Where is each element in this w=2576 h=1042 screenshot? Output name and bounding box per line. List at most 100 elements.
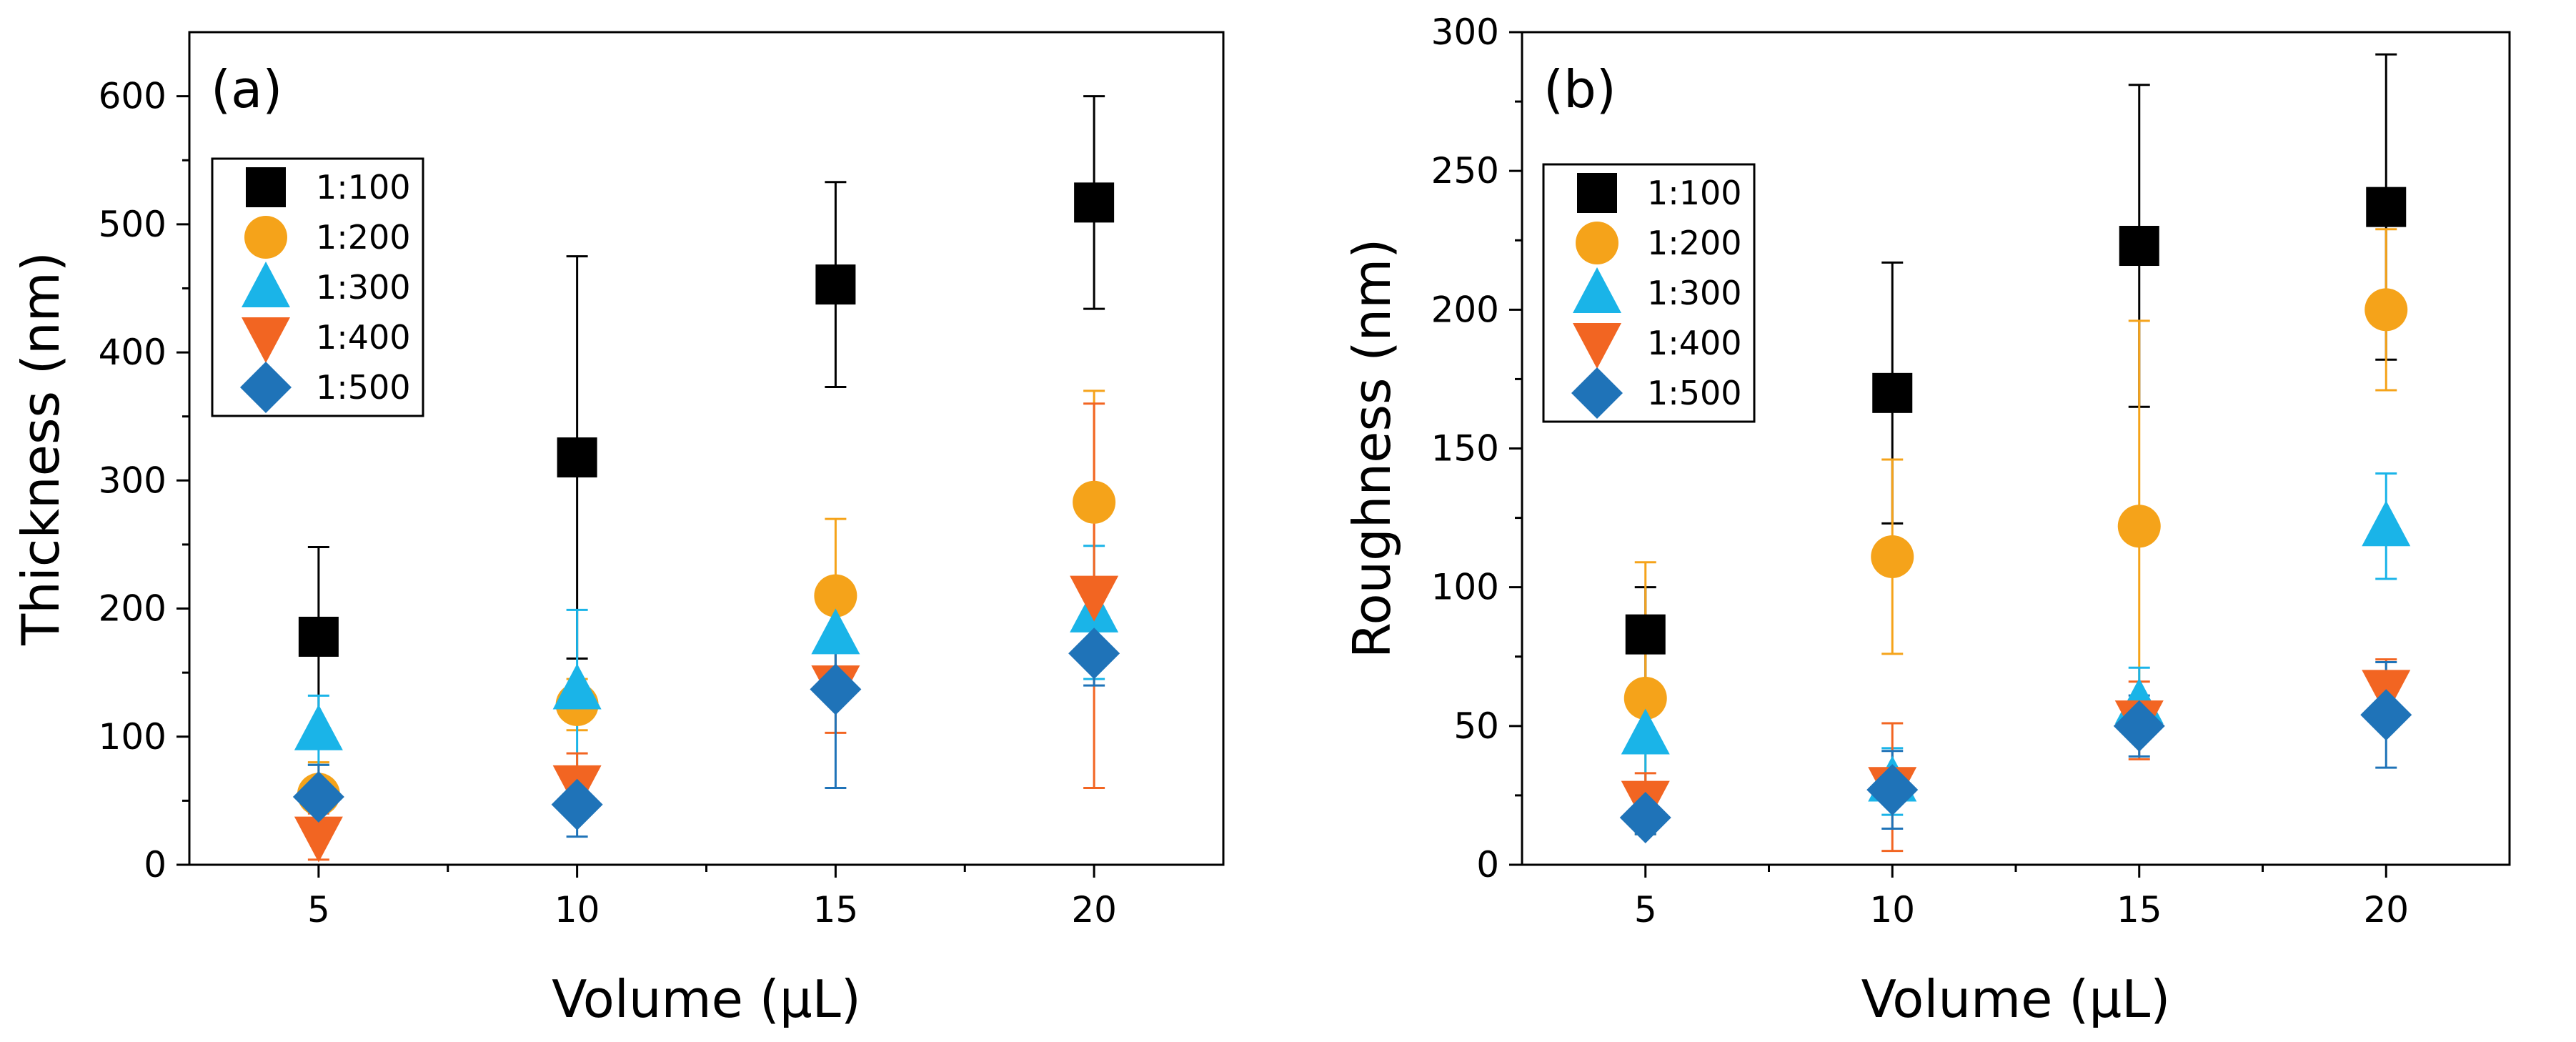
y-tick-label: 400 <box>99 332 166 373</box>
y-tick-label: 300 <box>99 460 166 501</box>
data-point <box>1619 791 1671 843</box>
data-point <box>1625 614 1666 655</box>
x-tick-label: 15 <box>2117 889 2162 931</box>
y-tick-label: 500 <box>99 204 166 245</box>
data-point <box>294 816 343 863</box>
x-axis-title: Volume (μL) <box>1861 969 2171 1029</box>
data-point <box>1866 764 1919 816</box>
x-tick-label: 20 <box>2363 889 2409 931</box>
legend: 1:100 1:200 1:300 1:400 1:500 <box>211 157 424 417</box>
x-tick-label: 10 <box>1869 889 1915 931</box>
series-markers-1:200 <box>297 480 1116 816</box>
x-tick-label: 20 <box>1071 889 1117 931</box>
y-tick-label: 50 <box>1453 705 1499 747</box>
series-1:500 <box>307 589 1105 838</box>
y-tick-label: 150 <box>1431 428 1499 470</box>
legend-label: 1:300 <box>1647 274 1742 312</box>
data-point <box>551 778 603 830</box>
data-point <box>815 264 856 305</box>
data-point <box>810 663 862 715</box>
series-markers-1:500 <box>292 627 1120 830</box>
series-markers-1:100 <box>1625 187 2407 655</box>
legend-marker <box>1576 222 1618 264</box>
series-1:100 <box>307 95 1105 728</box>
y-tick-label: 200 <box>1431 289 1499 330</box>
data-point <box>2117 505 2161 548</box>
y-axis-title: Roughness (nm) <box>1342 239 1402 659</box>
y-tick-label: 600 <box>99 76 166 117</box>
legend-label: 1:300 <box>316 268 411 307</box>
data-point <box>1621 708 1670 755</box>
y-tick-label: 300 <box>1431 11 1499 53</box>
y-tick-label: 0 <box>1476 844 1499 885</box>
legend-label: 1:200 <box>316 218 411 257</box>
data-point <box>2366 187 2407 227</box>
data-point <box>298 616 339 657</box>
x-axis-title: Volume (μL) <box>552 969 861 1029</box>
y-tick-label: 0 <box>144 844 166 885</box>
plot-frame <box>1521 31 2511 866</box>
legend-marker <box>242 317 290 363</box>
x-tick-label: 15 <box>813 889 859 931</box>
series-1:400 <box>307 402 1105 861</box>
series-markers-1:300 <box>1621 500 2411 802</box>
data-point <box>814 574 857 617</box>
series-1:500 <box>1634 661 2397 835</box>
data-point <box>1623 677 1667 720</box>
x-tick-label: 5 <box>1634 889 1657 931</box>
y-tick-label: 100 <box>1431 567 1499 608</box>
data-point <box>1872 372 1913 413</box>
data-point <box>2362 500 2411 547</box>
legend-marker <box>244 216 287 259</box>
legend-marker <box>1573 323 1621 369</box>
data-point <box>811 608 860 655</box>
data-point <box>1070 575 1119 622</box>
data-point <box>2119 226 2159 267</box>
series-1:400 <box>1634 658 2397 853</box>
series-markers-1:100 <box>298 182 1115 657</box>
series-markers-1:500 <box>1619 689 2412 843</box>
series-markers-1:400 <box>1621 670 2411 827</box>
legend-marker <box>1573 267 1621 313</box>
y-tick-label: 100 <box>99 716 166 758</box>
panel-label: (b) <box>1543 59 1616 119</box>
data-point <box>557 437 597 478</box>
series-markers-1:200 <box>1623 288 2408 720</box>
series-1:300 <box>307 545 1105 770</box>
data-point <box>2113 700 2165 752</box>
series-1:300 <box>1634 472 2397 816</box>
data-point <box>2360 689 2412 741</box>
legend-marker <box>1577 173 1617 213</box>
legend-marker <box>240 362 292 413</box>
x-tick-label: 5 <box>307 889 330 931</box>
legend-label: 1:400 <box>1647 324 1742 362</box>
panel-label: (a) <box>211 59 282 119</box>
legend-label: 1:400 <box>316 318 411 357</box>
data-point <box>1871 535 1914 578</box>
legend-marker <box>242 262 290 307</box>
data-point <box>1074 182 1115 223</box>
data-point <box>1068 627 1120 680</box>
data-point <box>292 771 344 823</box>
y-axis-title: Thickness (nm) <box>11 252 71 646</box>
series-markers-1:300 <box>294 586 1119 750</box>
series-markers-1:400 <box>294 575 1119 863</box>
data-point <box>552 663 602 710</box>
legend-label: 1:500 <box>1647 374 1742 412</box>
y-tick-label: 250 <box>1431 150 1499 192</box>
legend: 1:100 1:200 1:300 1:400 1:500 <box>1542 163 1756 423</box>
x-tick-label: 10 <box>555 889 600 931</box>
legend-label: 1:100 <box>1647 174 1742 212</box>
legend-label: 1:100 <box>316 168 411 207</box>
legend-label: 1:200 <box>1647 224 1742 262</box>
data-point <box>294 704 343 750</box>
legend-marker <box>246 167 286 207</box>
plot-frame <box>188 31 1225 866</box>
legend-marker <box>1571 367 1623 419</box>
series-1:200 <box>307 389 1105 828</box>
legend-label: 1:500 <box>316 368 411 407</box>
y-tick-label: 200 <box>99 588 166 630</box>
